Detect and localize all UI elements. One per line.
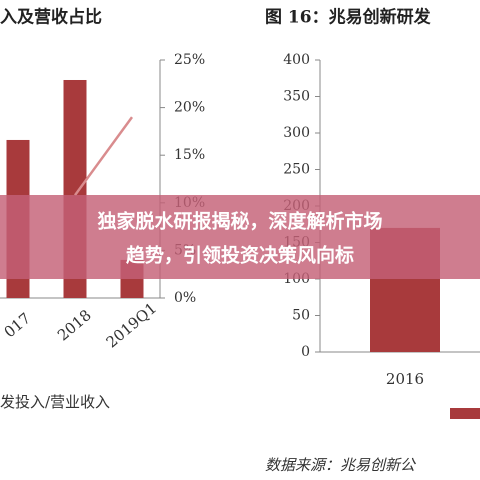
banner-text: 趋势，引领投资决策风向标 bbox=[126, 244, 354, 267]
banner-bg bbox=[0, 195, 480, 279]
source-note: 数据来源：兆易创新公 bbox=[265, 456, 417, 474]
y-tick-label: 0% bbox=[174, 290, 196, 306]
y-tick-label: 20% bbox=[174, 100, 205, 116]
banner-text: 独家脱水研报揭秘，深度解析市场 bbox=[97, 210, 382, 233]
y-tick-label: 50 bbox=[292, 308, 310, 324]
legend-swatch bbox=[450, 408, 480, 419]
x-tick-label: 2016 bbox=[386, 370, 424, 388]
y-tick-label: 350 bbox=[283, 89, 310, 105]
y-tick-label: 300 bbox=[283, 125, 310, 141]
chart-title: 图 16：兆易创新研发 bbox=[265, 7, 432, 28]
y-tick-label: 0 bbox=[301, 344, 310, 360]
y-tick-label: 25% bbox=[174, 52, 205, 68]
chart-title: 入及营收占比 bbox=[0, 7, 102, 28]
y-tick-label: 400 bbox=[283, 52, 310, 68]
legend-label: 发投入/营业收入 bbox=[0, 393, 110, 411]
line bbox=[73, 116, 134, 196]
y-tick-label: 15% bbox=[174, 147, 205, 163]
y-tick-label: 250 bbox=[283, 162, 310, 178]
